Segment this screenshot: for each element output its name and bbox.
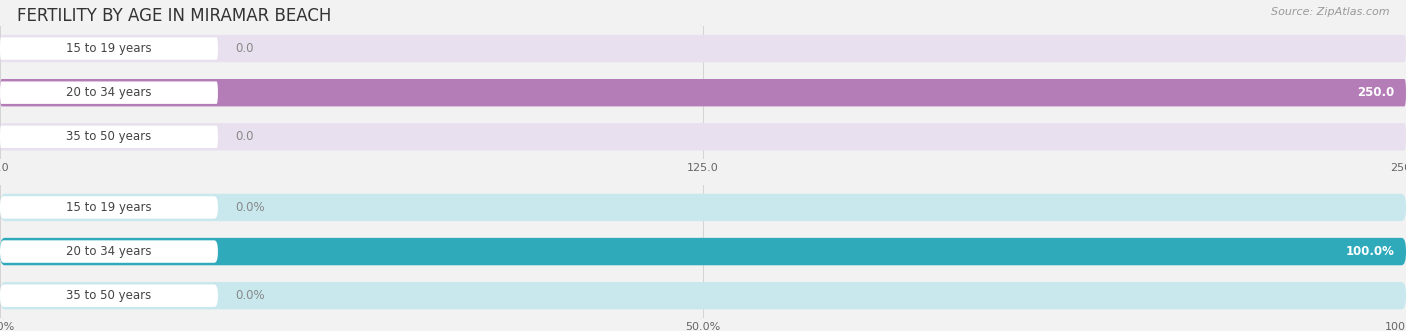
Text: 20 to 34 years: 20 to 34 years <box>66 86 152 99</box>
Text: 0.0: 0.0 <box>235 130 253 143</box>
FancyBboxPatch shape <box>0 238 1406 265</box>
Text: 100.0%: 100.0% <box>1346 245 1395 258</box>
FancyBboxPatch shape <box>0 196 218 219</box>
FancyBboxPatch shape <box>0 282 1406 309</box>
Text: 35 to 50 years: 35 to 50 years <box>66 289 152 302</box>
FancyBboxPatch shape <box>0 123 1406 151</box>
FancyBboxPatch shape <box>0 81 218 104</box>
FancyBboxPatch shape <box>0 79 1406 106</box>
Text: 250.0: 250.0 <box>1358 86 1395 99</box>
Text: 15 to 19 years: 15 to 19 years <box>66 42 152 55</box>
FancyBboxPatch shape <box>0 35 1406 62</box>
Text: 0.0%: 0.0% <box>235 201 264 214</box>
Text: 20 to 34 years: 20 to 34 years <box>66 245 152 258</box>
Text: Source: ZipAtlas.com: Source: ZipAtlas.com <box>1271 7 1389 17</box>
Text: 35 to 50 years: 35 to 50 years <box>66 130 152 143</box>
Text: 0.0: 0.0 <box>235 42 253 55</box>
FancyBboxPatch shape <box>0 194 1406 221</box>
FancyBboxPatch shape <box>0 284 218 307</box>
FancyBboxPatch shape <box>0 240 218 263</box>
FancyBboxPatch shape <box>0 37 218 60</box>
Text: 15 to 19 years: 15 to 19 years <box>66 201 152 214</box>
Text: FERTILITY BY AGE IN MIRAMAR BEACH: FERTILITY BY AGE IN MIRAMAR BEACH <box>17 7 332 24</box>
FancyBboxPatch shape <box>0 125 218 148</box>
FancyBboxPatch shape <box>0 79 1406 106</box>
Text: 0.0%: 0.0% <box>235 289 264 302</box>
FancyBboxPatch shape <box>0 238 1406 265</box>
